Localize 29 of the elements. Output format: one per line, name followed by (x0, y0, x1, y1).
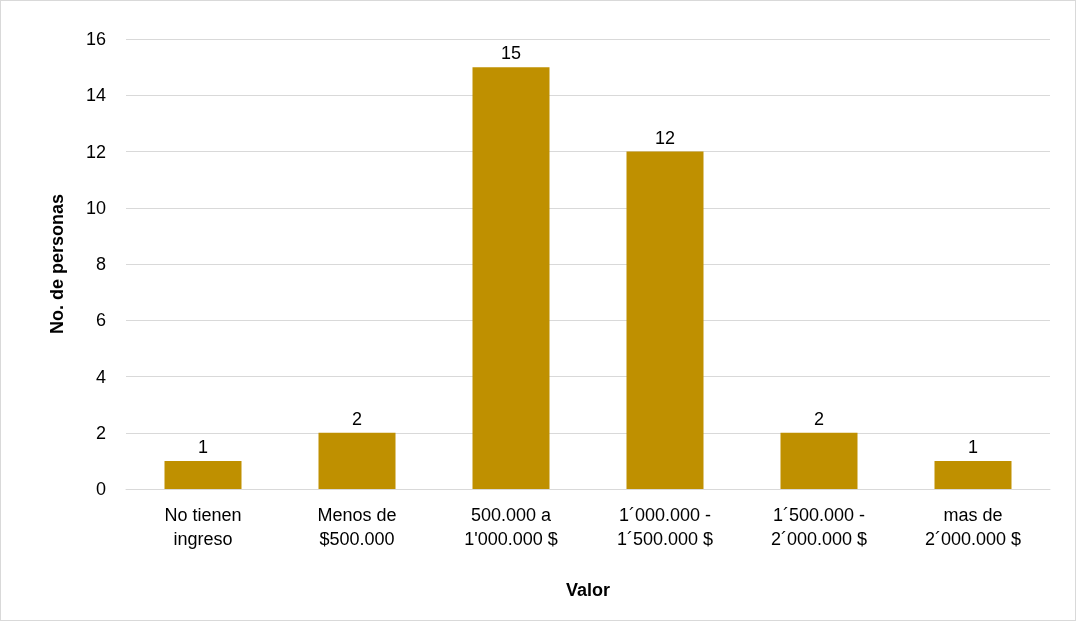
y-tick-label: 14 (85, 85, 106, 106)
data-label: 15 (500, 43, 522, 64)
y-tick-label: 12 (85, 141, 106, 162)
bar (934, 460, 1012, 489)
x-tick-label: Menos de $500.000 (317, 505, 397, 549)
x-tick-label: No tienen ingreso (164, 505, 242, 549)
bar (626, 151, 704, 489)
y-tick-label: 10 (85, 197, 106, 218)
y-tick-label: 8 (95, 254, 106, 274)
x-tick-label: 1´500.000 - 2´000.000 $ (770, 505, 868, 549)
data-label: 1 (967, 436, 979, 457)
x-tick-label: 500.000 a 1'000.000 $ (464, 505, 558, 549)
bar (780, 432, 858, 489)
data-label: 12 (654, 127, 676, 148)
y-tick-label: 2 (95, 422, 106, 443)
x-axis-title: Valor (565, 580, 611, 600)
y-axis-title: No. de personas (47, 193, 67, 335)
data-label: 1 (197, 436, 209, 457)
data-label: 2 (351, 408, 363, 429)
x-tick-label: 1´000.000 - 1´500.000 $ (616, 505, 714, 549)
data-label: 2 (813, 408, 825, 429)
bar (318, 432, 396, 489)
y-tick-label: 16 (85, 29, 106, 49)
y-tick-label: 6 (95, 310, 106, 331)
y-tick-label: 0 (95, 479, 106, 499)
x-tick-label: mas de 2´000.000 $ (924, 505, 1022, 549)
y-tick-label: 4 (95, 366, 106, 387)
bar (164, 460, 242, 489)
bar (472, 67, 550, 489)
